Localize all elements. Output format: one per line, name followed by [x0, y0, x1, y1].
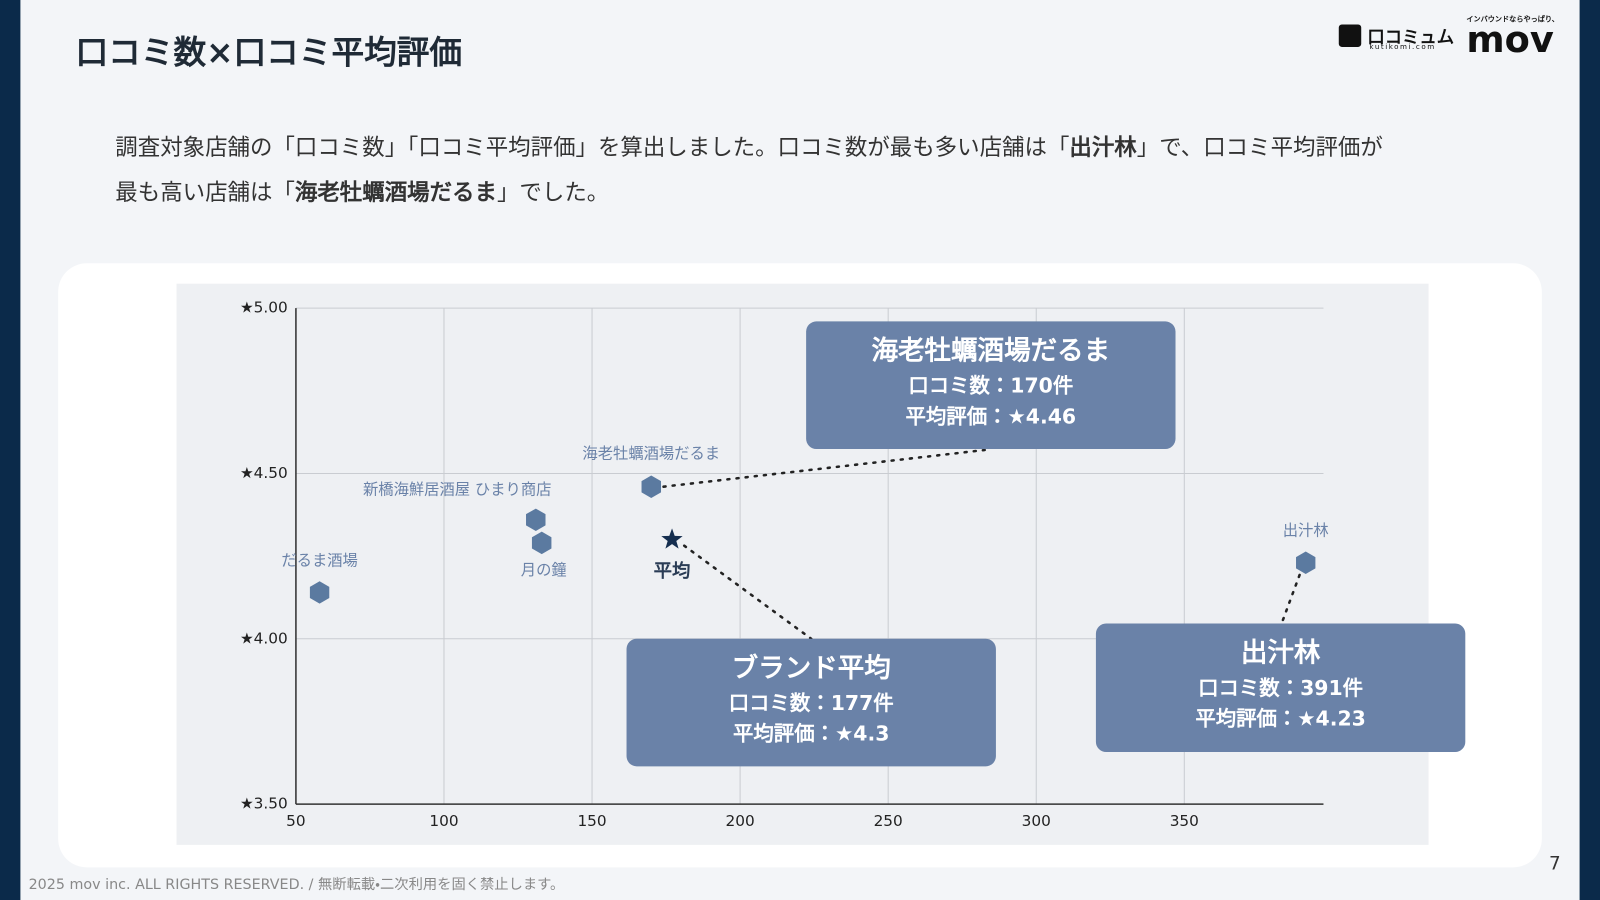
- callout-box: [626, 638, 996, 767]
- scatter-point: [526, 508, 546, 532]
- callout-title: 出汁林: [1241, 638, 1321, 669]
- point-label: 月の鐘: [521, 561, 567, 579]
- logo-text: mov: [1466, 19, 1554, 62]
- scatter-point: [531, 531, 552, 555]
- description-text: 」でした。: [496, 180, 610, 207]
- logo-tagline: インバウンドならやっぱり、: [1466, 15, 1559, 24]
- callout-box: [806, 321, 1176, 449]
- callout-line: 口コミ数：170件: [908, 374, 1073, 398]
- page-number: 7: [1548, 853, 1561, 875]
- y-tick-label: ★4.00: [240, 629, 288, 647]
- callout-connector: [662, 448, 986, 488]
- description-highlight: 海老牡蠣酒場だるま: [294, 180, 497, 207]
- callout-line: 口コミ数：177件: [729, 691, 894, 715]
- callout-line: 口コミ数：391件: [1198, 676, 1363, 700]
- logo-text: 口コミュム: [1367, 27, 1455, 48]
- y-tick-label: ★3.50: [240, 795, 288, 813]
- scatter-point: [309, 581, 330, 604]
- x-tick-label: 350: [1170, 812, 1199, 830]
- average-point: [661, 528, 683, 549]
- callout-line: 平均評価：★4.3: [733, 722, 889, 746]
- description-text: 調査対象店舗の「口コミ数」「口コミ平均評価」を算出しました。口コミ数が最も多い店…: [115, 135, 1070, 162]
- right-stripe: [1579, 0, 1600, 900]
- scatter-point: [1296, 551, 1316, 574]
- y-tick-label: ★4.50: [240, 464, 288, 482]
- point-label: 出汁林: [1283, 522, 1329, 540]
- callout-box: [1095, 623, 1466, 753]
- callout-line: 平均評価：★4.46: [906, 404, 1077, 428]
- logo-mark: [1338, 24, 1362, 47]
- y-tick-label: ★5.00: [240, 299, 288, 317]
- left-stripe: [0, 0, 21, 900]
- description-text: 」で、口コミ平均評価が最も高い店舗は「: [115, 135, 1383, 207]
- point-label: 新橋海鮮居酒屋 ひまり商店: [363, 481, 551, 499]
- callout-title: 海老牡蠣酒場だるま: [871, 336, 1110, 367]
- x-tick-label: 50: [286, 812, 305, 830]
- mov-logo: インバウンドならやっぱり、 mov: [1466, 14, 1559, 62]
- callout-connector: [682, 544, 813, 641]
- scatter-point: [641, 475, 662, 498]
- callout-connector: [1280, 573, 1301, 625]
- slide-title: 口コミ数×口コミ平均評価: [75, 32, 463, 72]
- point-label: 海老牡蠣酒場だるま: [582, 445, 720, 463]
- callout-line: 平均評価：★4.23: [1195, 706, 1366, 730]
- x-tick-label: 100: [429, 812, 458, 830]
- logo-subtext: kutikomi.com: [1369, 42, 1436, 52]
- footer: 2025 mov inc. ALL RIGHTS RESERVED. / 無断転…: [28, 876, 565, 893]
- x-tick-label: 300: [1022, 812, 1051, 830]
- average-label: 平均: [654, 560, 691, 582]
- x-tick-label: 150: [577, 812, 606, 830]
- point-label: だるま酒場: [281, 551, 358, 569]
- description-highlight: 出汁林: [1069, 135, 1137, 162]
- x-tick-label: 200: [726, 812, 755, 830]
- x-tick-label: 250: [874, 812, 903, 830]
- callout-title: ブランド平均: [732, 653, 891, 684]
- description: 調査対象店舗の「口コミ数」「口コミ平均評価」を算出しました。口コミ数が最も多い店…: [115, 127, 1401, 217]
